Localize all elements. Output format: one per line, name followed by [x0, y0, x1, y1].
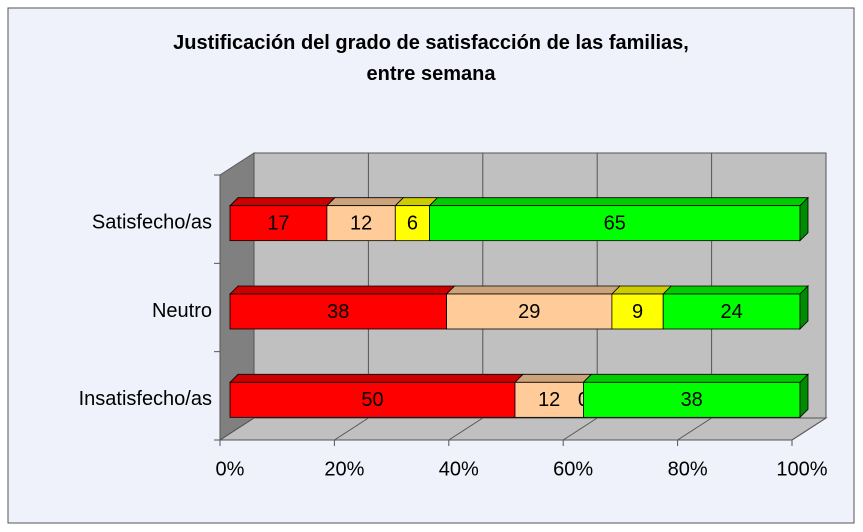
data-label: 38 [681, 389, 703, 411]
data-label: 38 [327, 301, 349, 323]
x-tick-label: 40% [439, 458, 479, 480]
bar-side [799, 285, 809, 330]
bar [514, 381, 584, 418]
chart-title: Justificación del grado de satisfacción … [173, 32, 689, 85]
bar-side [799, 196, 809, 242]
bar-top [445, 285, 621, 295]
bar-top [229, 285, 456, 295]
grid-line-floor [677, 417, 712, 441]
bar-top [325, 197, 405, 207]
x-tick-label: 100% [776, 458, 827, 480]
bar [662, 293, 801, 330]
data-label: 12 [350, 212, 372, 234]
x-tick-label: 20% [324, 458, 364, 480]
grid-line-floor [791, 417, 827, 441]
floor [218, 417, 828, 441]
bar-top [662, 285, 809, 295]
bar [229, 205, 328, 242]
grid-line-floor [562, 417, 598, 441]
bar-top [229, 197, 336, 207]
bar [229, 381, 516, 418]
bar-top [582, 373, 809, 383]
data-label: 24 [720, 301, 742, 323]
data-label: 12 [538, 389, 560, 411]
y-tick-label: Satisfecho/as [92, 211, 212, 233]
data-label: 50 [361, 389, 383, 411]
x-tick-label: 80% [668, 458, 708, 480]
data-label: 65 [604, 212, 626, 234]
bar-top [514, 373, 593, 383]
x-tick-label: 60% [553, 458, 593, 480]
data-label: 6 [407, 212, 418, 234]
grid-line-floor [219, 417, 255, 441]
data-label: 9 [632, 301, 643, 323]
bar [583, 381, 801, 418]
bar-side [799, 373, 809, 419]
bar [611, 293, 664, 330]
grid-line-floor [448, 417, 484, 441]
data-label: 17 [267, 212, 289, 234]
data-label: 29 [518, 301, 540, 323]
bar [326, 205, 396, 242]
bar [394, 205, 430, 242]
bar-top [229, 373, 524, 383]
bar [429, 205, 801, 242]
bar-top [610, 285, 673, 295]
grid-line-floor [334, 417, 369, 441]
y-tick-label: Insatisfecho/as [79, 388, 212, 410]
x-tick-label: 0% [216, 458, 245, 480]
bar-top [428, 197, 809, 207]
y-tick-label: Neutro [152, 300, 212, 322]
